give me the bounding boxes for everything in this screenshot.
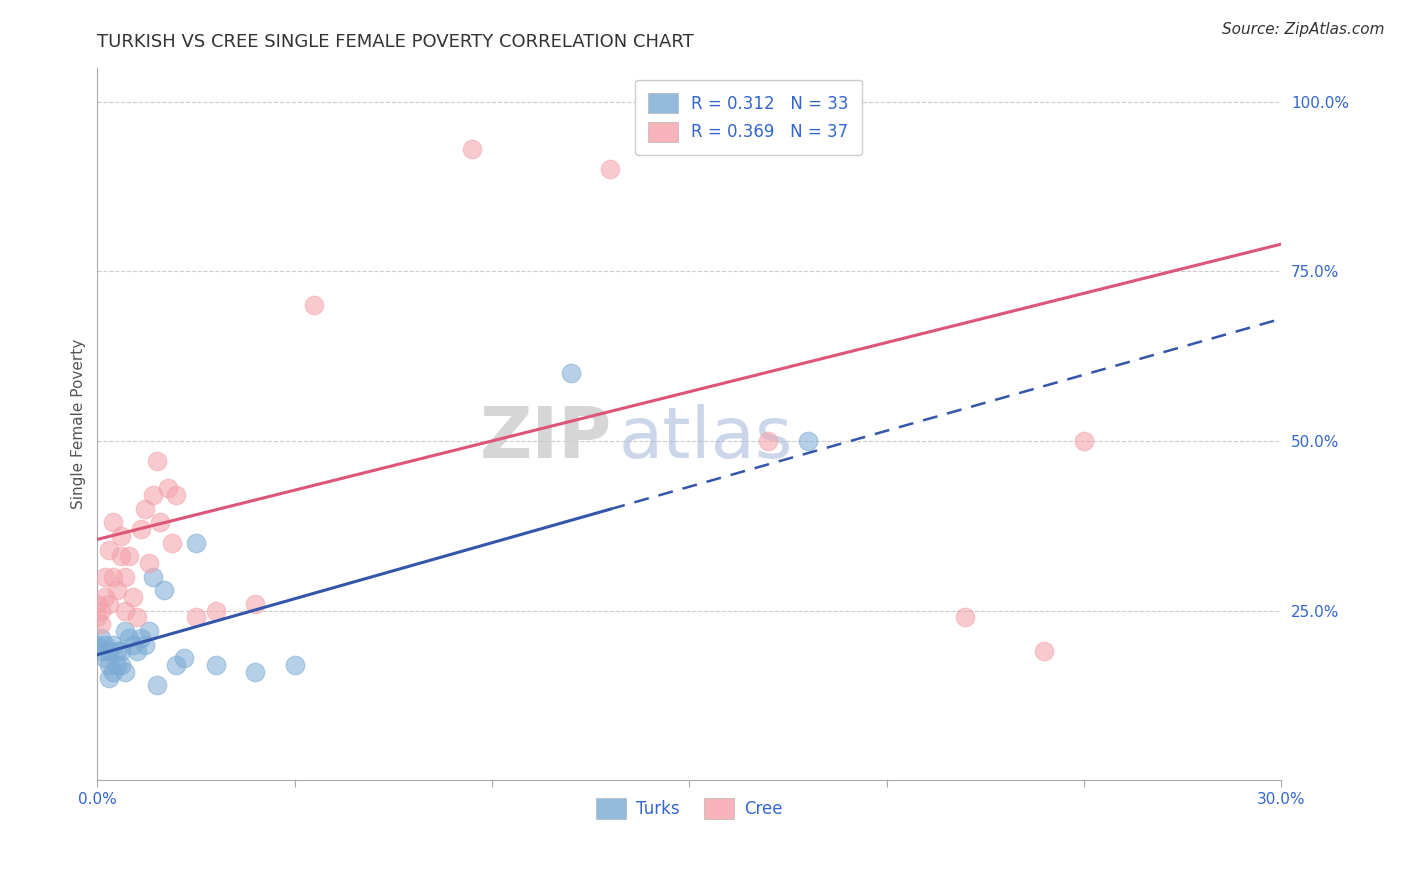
Point — [134, 638, 156, 652]
Point — [94, 651, 117, 665]
Point — [162, 535, 184, 549]
Point — [1073, 434, 1095, 448]
Point — [149, 516, 172, 530]
Point — [304, 298, 326, 312]
Point — [105, 583, 128, 598]
Point — [86, 597, 108, 611]
Point — [101, 516, 124, 530]
Point — [1033, 644, 1056, 658]
Point — [98, 597, 121, 611]
Y-axis label: Single Female Poverty: Single Female Poverty — [72, 339, 86, 509]
Point — [94, 638, 117, 652]
Point — [101, 638, 124, 652]
Point — [138, 556, 160, 570]
Point — [284, 657, 307, 672]
Point — [114, 624, 136, 638]
Point — [145, 678, 167, 692]
Point — [98, 644, 121, 658]
Point — [86, 610, 108, 624]
Point — [125, 610, 148, 624]
Text: ZIP: ZIP — [479, 404, 612, 473]
Point — [134, 501, 156, 516]
Point — [165, 488, 187, 502]
Point — [110, 529, 132, 543]
Point — [142, 488, 165, 502]
Point — [90, 617, 112, 632]
Point — [105, 657, 128, 672]
Point — [461, 142, 484, 156]
Point — [86, 638, 108, 652]
Point — [90, 644, 112, 658]
Point — [105, 644, 128, 658]
Point — [157, 482, 180, 496]
Point — [114, 665, 136, 679]
Point — [955, 610, 977, 624]
Point — [110, 549, 132, 564]
Point — [101, 665, 124, 679]
Point — [796, 434, 818, 448]
Point — [121, 590, 143, 604]
Point — [110, 644, 132, 658]
Point — [98, 672, 121, 686]
Point — [142, 570, 165, 584]
Point — [756, 434, 779, 448]
Point — [129, 522, 152, 536]
Point — [129, 631, 152, 645]
Point — [145, 454, 167, 468]
Text: TURKISH VS CREE SINGLE FEMALE POVERTY CORRELATION CHART: TURKISH VS CREE SINGLE FEMALE POVERTY CO… — [97, 33, 695, 51]
Point — [184, 535, 207, 549]
Point — [560, 366, 582, 380]
Point — [101, 570, 124, 584]
Point — [204, 657, 226, 672]
Point — [243, 597, 266, 611]
Point — [90, 631, 112, 645]
Point — [125, 644, 148, 658]
Point — [98, 657, 121, 672]
Point — [121, 638, 143, 652]
Point — [204, 604, 226, 618]
Legend: Turks, Cree: Turks, Cree — [589, 792, 789, 825]
Point — [98, 542, 121, 557]
Point — [243, 665, 266, 679]
Point — [94, 590, 117, 604]
Point — [173, 651, 195, 665]
Point — [118, 549, 141, 564]
Point — [118, 631, 141, 645]
Point — [94, 570, 117, 584]
Point — [599, 162, 621, 177]
Point — [114, 570, 136, 584]
Point — [153, 583, 176, 598]
Point — [114, 604, 136, 618]
Point — [90, 604, 112, 618]
Text: atlas: atlas — [619, 404, 793, 473]
Point — [184, 610, 207, 624]
Point — [110, 657, 132, 672]
Point — [138, 624, 160, 638]
Text: Source: ZipAtlas.com: Source: ZipAtlas.com — [1222, 22, 1385, 37]
Point — [165, 657, 187, 672]
